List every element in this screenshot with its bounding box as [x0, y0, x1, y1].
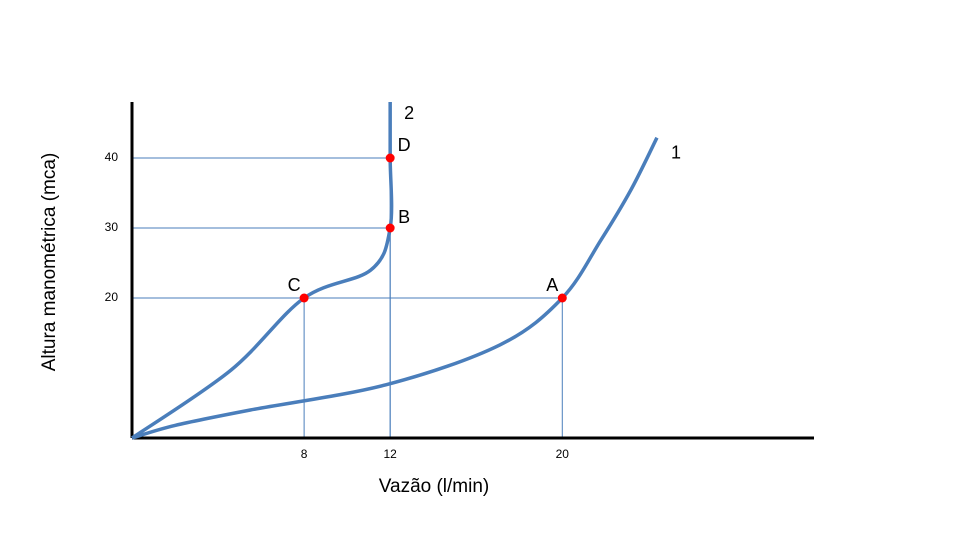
point [557, 293, 567, 303]
y-tick-label: 40 [105, 150, 119, 164]
x-tick-label: 12 [383, 447, 397, 461]
y-tick-label: 20 [105, 290, 119, 304]
y-axis-title: Altura manométrica (mca) [39, 153, 60, 372]
point-label: D [398, 135, 411, 155]
point [299, 293, 309, 303]
x-tick-label: 8 [301, 447, 308, 461]
curve [131, 136, 659, 440]
curve-label: 1 [671, 142, 681, 162]
point-label: C [288, 275, 301, 295]
point [385, 223, 395, 233]
y-tick-label: 30 [105, 220, 119, 234]
x-tick-label: 20 [556, 447, 570, 461]
point-label: A [546, 275, 558, 295]
point-label: B [398, 207, 410, 227]
x-axis-title: Vazão (l/min) [379, 476, 490, 497]
curve [131, 102, 394, 440]
point [385, 153, 395, 163]
curve-label: 2 [404, 103, 414, 123]
